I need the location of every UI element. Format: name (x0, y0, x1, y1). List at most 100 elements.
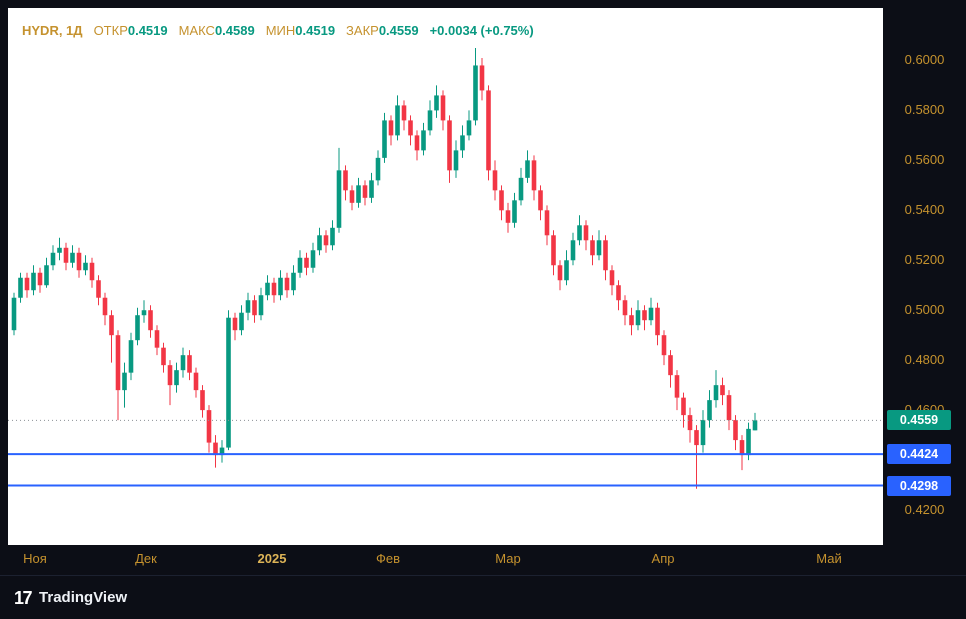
time-axis[interactable]: Ноя Дек 2025 Фев Мар Апр Май (0, 545, 966, 575)
last-price-badge: 0.4559 (887, 410, 951, 431)
ohlc-open: ОТКР0.4519 (93, 23, 168, 38)
price-tick-label: 0.5200 (904, 252, 945, 268)
candle-body (499, 190, 504, 211)
candle-body (707, 400, 712, 421)
candle-body (96, 280, 101, 298)
price-tick-label: 0.5600 (904, 152, 945, 168)
candle-body (694, 430, 699, 446)
candle-body (746, 428, 751, 456)
price-change: +0.0034 (+0.75%) (429, 23, 534, 38)
candle-body (395, 105, 400, 136)
candle-body (271, 282, 277, 296)
candle-body (687, 415, 693, 431)
candle-body (681, 397, 686, 416)
candle-body (512, 200, 517, 223)
candle-body (252, 300, 257, 316)
candle-body (278, 277, 283, 296)
candle-body (24, 277, 30, 291)
candle-body (382, 120, 387, 158)
candle-body (590, 240, 595, 256)
candle-body (330, 227, 335, 246)
candle-body (427, 110, 433, 131)
candle-body (674, 375, 680, 398)
tradingview-logo-icon[interactable]: 17 (14, 587, 33, 608)
candle-body (726, 395, 732, 421)
tradingview-brand[interactable]: TradingView (39, 589, 128, 606)
candle-body (200, 390, 205, 411)
candle-body (544, 210, 550, 236)
candle-body (668, 355, 673, 376)
candle-body (89, 262, 95, 281)
candle-body (421, 130, 426, 151)
candlestick-series (11, 47, 758, 489)
candle-body (11, 297, 17, 331)
candle-body (551, 235, 556, 266)
price-tick-label: 0.5800 (904, 102, 945, 118)
candle-body (375, 157, 381, 181)
time-axis-label: Апр (651, 551, 675, 566)
candle-body (713, 385, 719, 401)
candle-body (18, 277, 23, 298)
candle-body (577, 225, 582, 241)
candle-body (642, 310, 647, 321)
candle-body (603, 240, 608, 271)
candle-body (388, 120, 394, 136)
candle-body (317, 235, 322, 251)
candle-body (518, 177, 524, 201)
level-price-badge: 0.4424 (887, 444, 951, 465)
candle-body (486, 90, 491, 171)
candle-body (226, 317, 231, 448)
candle-body (297, 257, 303, 273)
candle-body (310, 250, 316, 268)
candle-body (245, 300, 251, 313)
candle-body (57, 247, 62, 253)
price-tick-label: 0.4800 (904, 352, 945, 368)
candle-body (362, 185, 368, 198)
candle-body (232, 317, 238, 331)
candle-body (356, 185, 361, 203)
candle-body (616, 285, 621, 301)
candle-body (336, 170, 342, 228)
candle-body (434, 95, 439, 111)
candle-body (343, 170, 348, 191)
candle-body (109, 315, 114, 336)
candles-svg[interactable] (8, 8, 883, 545)
candle-body (460, 135, 465, 151)
time-axis-label: Дек (135, 551, 157, 566)
candle-body (739, 440, 745, 456)
candle-body (596, 240, 602, 256)
candle-body (284, 277, 290, 291)
level-price-badge: 0.4298 (887, 475, 951, 496)
candle-body (609, 270, 615, 286)
candle-body (174, 370, 179, 386)
candle-body (752, 420, 758, 431)
candle-body (473, 65, 478, 121)
candle-body (583, 225, 589, 241)
candle-body (219, 447, 225, 456)
candle-body (70, 252, 75, 263)
candle-body (258, 295, 264, 316)
symbol-title[interactable]: HYDR, 1Д (22, 23, 83, 38)
candle-body (492, 170, 498, 191)
price-tick-label: 0.4200 (904, 502, 945, 518)
time-axis-label: 2025 (257, 551, 287, 566)
candle-body (239, 312, 244, 331)
candle-body (447, 120, 452, 171)
candle-body (50, 252, 56, 266)
candle-body (193, 372, 199, 391)
candle-body (622, 300, 628, 316)
price-axis[interactable]: 0.6000 0.5800 0.5600 0.5400 0.5200 0.5000 0.48… (883, 0, 966, 575)
time-axis-label: Ноя (23, 551, 47, 566)
candle-body (83, 262, 88, 271)
candle-body (648, 307, 654, 321)
candle-body (408, 120, 413, 136)
chart-panel[interactable]: HYDR, 1Д ОТКР0.4519 МАКС0.4589 МИН0.4519… (8, 8, 883, 545)
time-axis-label: Май (816, 551, 842, 566)
price-lines-group[interactable] (8, 419, 883, 487)
candle-body (148, 310, 153, 331)
candle-body (135, 315, 140, 341)
candle-body (141, 310, 147, 316)
time-axis-label: Фев (375, 551, 401, 566)
candle-body (213, 442, 218, 456)
candle-body (414, 135, 420, 151)
